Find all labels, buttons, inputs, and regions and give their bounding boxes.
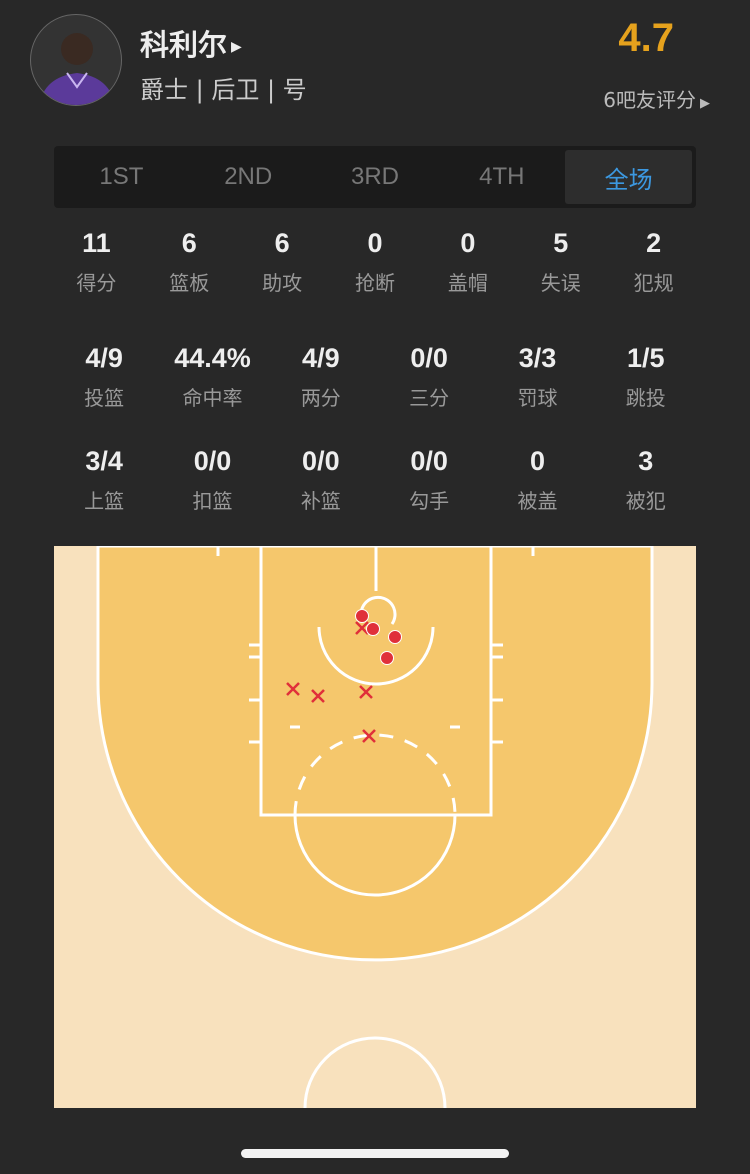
- stat-label: 补篮: [300, 489, 341, 513]
- stat-value: 2: [646, 228, 662, 258]
- stat-item: 3/4 上篮: [50, 446, 158, 514]
- stat-value: 4/9: [302, 343, 340, 373]
- stat-item: 5 失误: [514, 228, 607, 296]
- stat-label: 被盖: [517, 489, 558, 513]
- stat-label: 命中率: [182, 386, 243, 410]
- stat-label: 篮板: [169, 271, 210, 295]
- free-throw-circle-upper: [293, 733, 457, 816]
- stat-value: 3: [638, 446, 654, 476]
- stat-label: 跳投: [625, 386, 666, 410]
- stat-item: 1/5 跳投: [592, 343, 700, 411]
- stat-label: 扣篮: [192, 489, 233, 513]
- rating-count-link[interactable]: 6吧友评分 ▶: [603, 84, 710, 113]
- stat-value: 3/4: [85, 446, 123, 476]
- stat-label: 三分: [409, 386, 450, 410]
- stat-label: 失误: [540, 271, 581, 295]
- player-name: 科利尔: [140, 28, 228, 62]
- stat-item: 11 得分: [50, 228, 143, 296]
- stat-label: 助攻: [262, 271, 303, 295]
- stat-label: 两分: [300, 386, 341, 410]
- stat-value: 0: [460, 228, 476, 258]
- play-arrow-icon: ▶: [231, 39, 242, 55]
- tab-4th[interactable]: 4TH: [479, 163, 525, 190]
- shot-made: [380, 651, 394, 665]
- shot-missed: [359, 685, 373, 699]
- stat-item: 4/9 投篮: [50, 343, 158, 411]
- stats-shooting: 4/9 投篮 44.4% 命中率 4/9 两分 0/0 三分 3/3 罚球 1/5 跳投: [50, 343, 700, 411]
- stat-item: 0 被盖: [483, 446, 591, 514]
- stat-label: 犯规: [633, 271, 674, 295]
- tab-1st[interactable]: 1ST: [99, 163, 144, 190]
- stat-value: 0/0: [302, 446, 340, 476]
- stat-item: 0 抢断: [329, 228, 422, 296]
- stat-value: 1/5: [627, 343, 665, 373]
- stat-label: 上篮: [84, 489, 125, 513]
- stat-value: 44.4%: [174, 343, 251, 373]
- player-rating: 4.7: [618, 16, 674, 60]
- stat-value: 0: [367, 228, 383, 258]
- stat-label: 得分: [76, 271, 117, 295]
- stat-label: 勾手: [409, 489, 450, 513]
- home-indicator[interactable]: [241, 1149, 509, 1158]
- tab-3rd[interactable]: 3RD: [350, 163, 399, 190]
- stat-value: 0/0: [193, 446, 232, 476]
- shot-missed: [362, 729, 376, 743]
- rating-count: 6吧友评分: [603, 88, 696, 112]
- stat-value: 3/3: [518, 343, 557, 373]
- stat-label: 盖帽: [447, 271, 488, 295]
- stat-item: 0/0 三分: [375, 343, 483, 411]
- center-circle: [303, 1036, 447, 1108]
- player-avatar[interactable]: [30, 14, 122, 106]
- stat-label: 被犯: [625, 489, 666, 513]
- stat-item: 6 篮板: [143, 228, 236, 296]
- stat-value: 5: [553, 228, 569, 258]
- stat-item: 3/3 罚球: [483, 343, 591, 411]
- three-point-line: [96, 546, 654, 962]
- restricted-area-arc: [317, 626, 435, 686]
- stat-label: 抢断: [355, 271, 395, 295]
- shot-made: [366, 622, 380, 636]
- shot-missed: [286, 682, 300, 696]
- tab-2nd[interactable]: 2ND: [224, 163, 273, 190]
- stat-value: 0/0: [410, 343, 448, 373]
- tab-full-game[interactable]: 全场: [565, 150, 692, 204]
- shot-made: [388, 630, 402, 644]
- stat-value: 0: [529, 446, 545, 476]
- paint-lane: [259, 546, 493, 817]
- stat-item: 0/0 扣篮: [158, 446, 266, 514]
- shot-chart-court: [54, 546, 696, 1108]
- shot-missed: [355, 621, 369, 635]
- free-throw-circle-lower: [293, 814, 457, 897]
- lane-ticks: [216, 546, 535, 744]
- shot-made: [355, 609, 369, 623]
- stat-value: 6: [274, 228, 290, 258]
- stat-item: 3 被犯: [592, 446, 700, 514]
- stat-label: 投篮: [84, 386, 125, 410]
- stat-item: 2 犯规: [607, 228, 700, 296]
- period-tabs: 1ST 2ND 3RD 4TH 全场: [54, 146, 696, 208]
- stats-main: 11 得分 6 篮板 6 助攻 0 抢断 0 盖帽 5 失误 2 犯规: [50, 228, 700, 296]
- shot-missed: [311, 689, 325, 703]
- stat-item: 0/0 补篮: [267, 446, 375, 514]
- stat-value: 6: [181, 228, 197, 258]
- player-name-link[interactable]: 科利尔 ▶: [140, 22, 242, 64]
- stat-label: 罚球: [517, 386, 558, 410]
- stat-value: 0/0: [410, 446, 448, 476]
- stat-item: 0/0 勾手: [375, 446, 483, 514]
- player-info: 爵士 | 后卫 | 号: [140, 76, 307, 104]
- stat-item: 4/9 两分: [267, 343, 375, 411]
- play-arrow-icon: ▶: [700, 96, 710, 111]
- stat-value: 11: [82, 228, 111, 258]
- stat-item: 0 盖帽: [421, 228, 514, 296]
- stat-item: 6 助攻: [236, 228, 329, 296]
- stats-detail: 3/4 上篮 0/0 扣篮 0/0 补篮 0/0 勾手 0 被盖 3 被犯: [50, 446, 700, 514]
- stat-item: 44.4% 命中率: [158, 343, 266, 411]
- stat-value: 4/9: [85, 343, 123, 373]
